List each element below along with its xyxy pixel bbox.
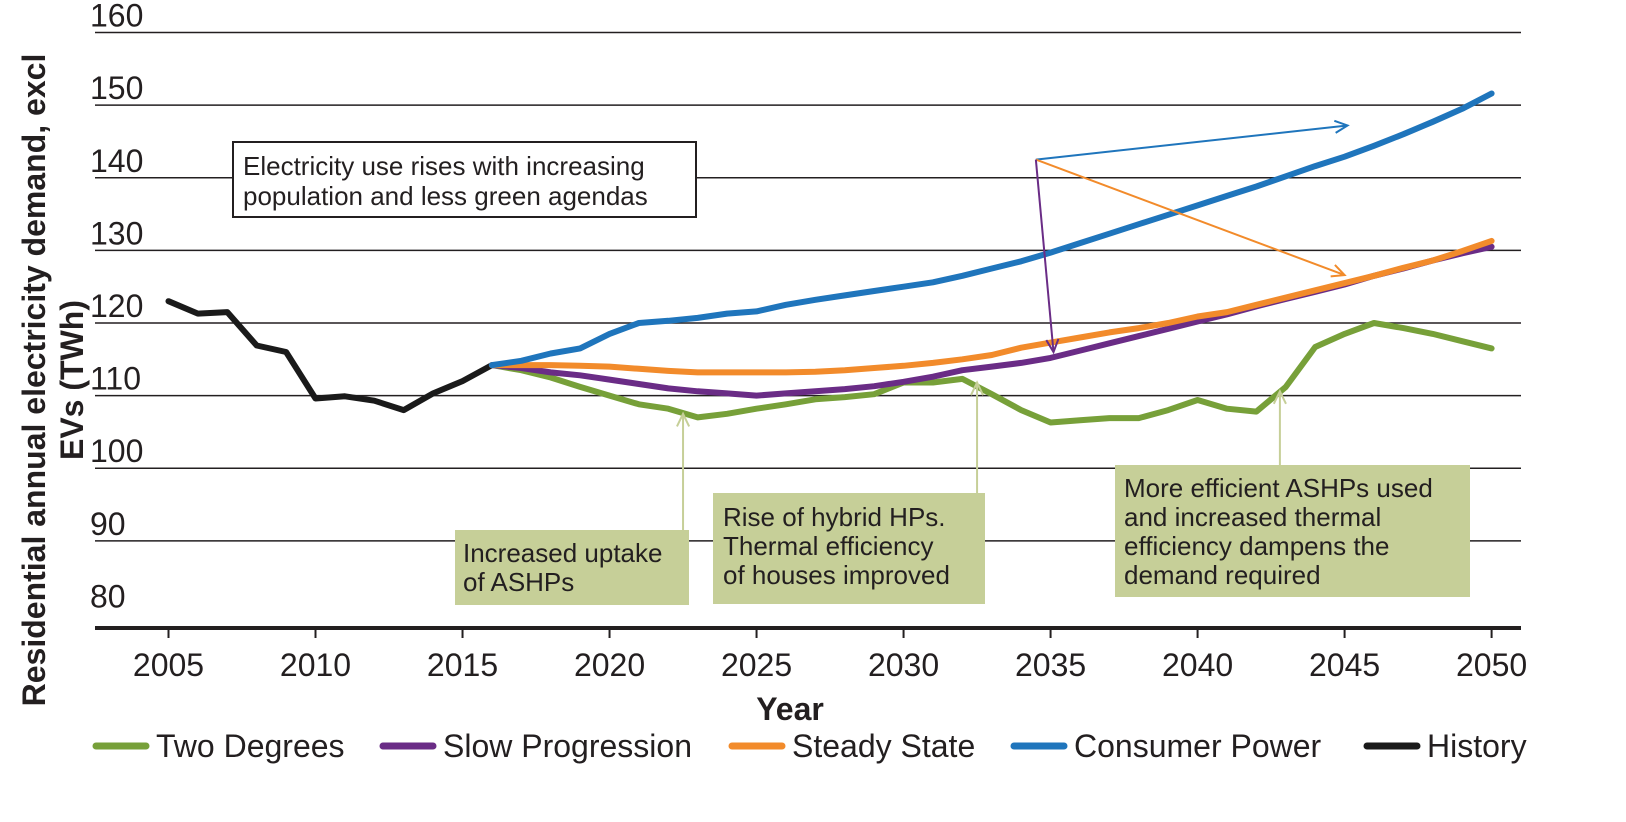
callout-text-line: Electricity use rises with increasing (243, 151, 645, 181)
legend-label: Two Degrees (156, 728, 345, 764)
x-tick-label: 2015 (427, 647, 498, 683)
arrow-head (1272, 388, 1287, 405)
legend-label: Consumer Power (1074, 728, 1322, 764)
callout-box-green (1115, 465, 1470, 597)
annotation-arrow (1035, 158, 1345, 277)
y-tick-label: 140 (90, 143, 143, 179)
y-axis-title-line: EVs (TWh) (54, 300, 90, 460)
y-axis-title: Residential annual electricity demand, e… (16, 54, 90, 707)
callout-text-line: demand required (1124, 560, 1321, 590)
y-tick-label: 150 (90, 70, 143, 106)
series-line-steady-state (488, 237, 1495, 376)
series-line-consumer-power (488, 90, 1495, 369)
y-tick-label: 110 (90, 361, 141, 397)
y-tick-label: 130 (90, 215, 143, 251)
callout-text-line: More efficient ASHPs used (1124, 473, 1433, 503)
arrow-head (676, 411, 691, 427)
callout-box (232, 141, 697, 218)
arrow-head (1330, 264, 1347, 278)
series-line-two-degrees (488, 320, 1495, 426)
annotation-arrow (1034, 159, 1055, 353)
y-axis-title-line: Residential annual electricity demand, e… (16, 54, 52, 707)
x-tick-label: 2030 (868, 647, 939, 683)
legend-label: Slow Progression (443, 728, 692, 764)
arrow-head (1045, 338, 1060, 355)
series-line-history (165, 298, 495, 414)
y-tick-labels: 80 90 100 110 120 130 140 150 160 (90, 0, 143, 614)
legend-label: Steady State (792, 728, 975, 764)
annotation-arrow (1035, 124, 1348, 161)
legend-label: History (1427, 728, 1527, 764)
y-tick-label: 160 (90, 0, 143, 34)
arrow-head (970, 380, 985, 396)
x-tick-label: 2035 (1015, 647, 1086, 683)
y-tick-label: 90 (90, 506, 126, 542)
x-axis-title: Year (756, 691, 824, 727)
legend: Two Degrees Slow Progression Steady State C… (92, 728, 1527, 764)
callout-box-green (713, 493, 985, 604)
callout-text-line: Rise of hybrid HPs. (723, 502, 946, 532)
x-tick-label: 2020 (574, 647, 645, 683)
x-tick-label: 2050 (1456, 647, 1527, 683)
callout-box-green (455, 530, 689, 605)
callout-text-line: of ASHPs (463, 567, 574, 597)
y-tick-label: 120 (90, 288, 143, 324)
y-tick-label: 80 (90, 578, 126, 614)
callout-text-line: Thermal efficiency (723, 531, 934, 561)
x-tick-labels: 2005 2010 2015 2020 2025 2030 2035 2040 2045 2050 (133, 628, 1527, 683)
callout-text-line: Increased uptake (463, 538, 662, 568)
x-tick-label: 2040 (1162, 647, 1233, 683)
callout-text-line: and increased thermal (1124, 502, 1381, 532)
callout-text-line: population and less green agendas (243, 181, 648, 211)
x-tick-label: 2010 (280, 647, 351, 683)
x-tick-label: 2025 (721, 647, 792, 683)
series-lines (165, 90, 1495, 426)
annotations: Electricity use rises with increasingpop… (232, 119, 1470, 605)
x-tick-label: 2045 (1309, 647, 1380, 683)
arrow-head (1333, 119, 1350, 134)
x-tick-label: 2005 (133, 647, 204, 683)
callout-text-line: efficiency dampens the (1124, 531, 1389, 561)
callout-text-line: of houses improved (723, 560, 950, 590)
y-tick-label: 100 (90, 433, 143, 469)
gridlines (95, 31, 1521, 542)
